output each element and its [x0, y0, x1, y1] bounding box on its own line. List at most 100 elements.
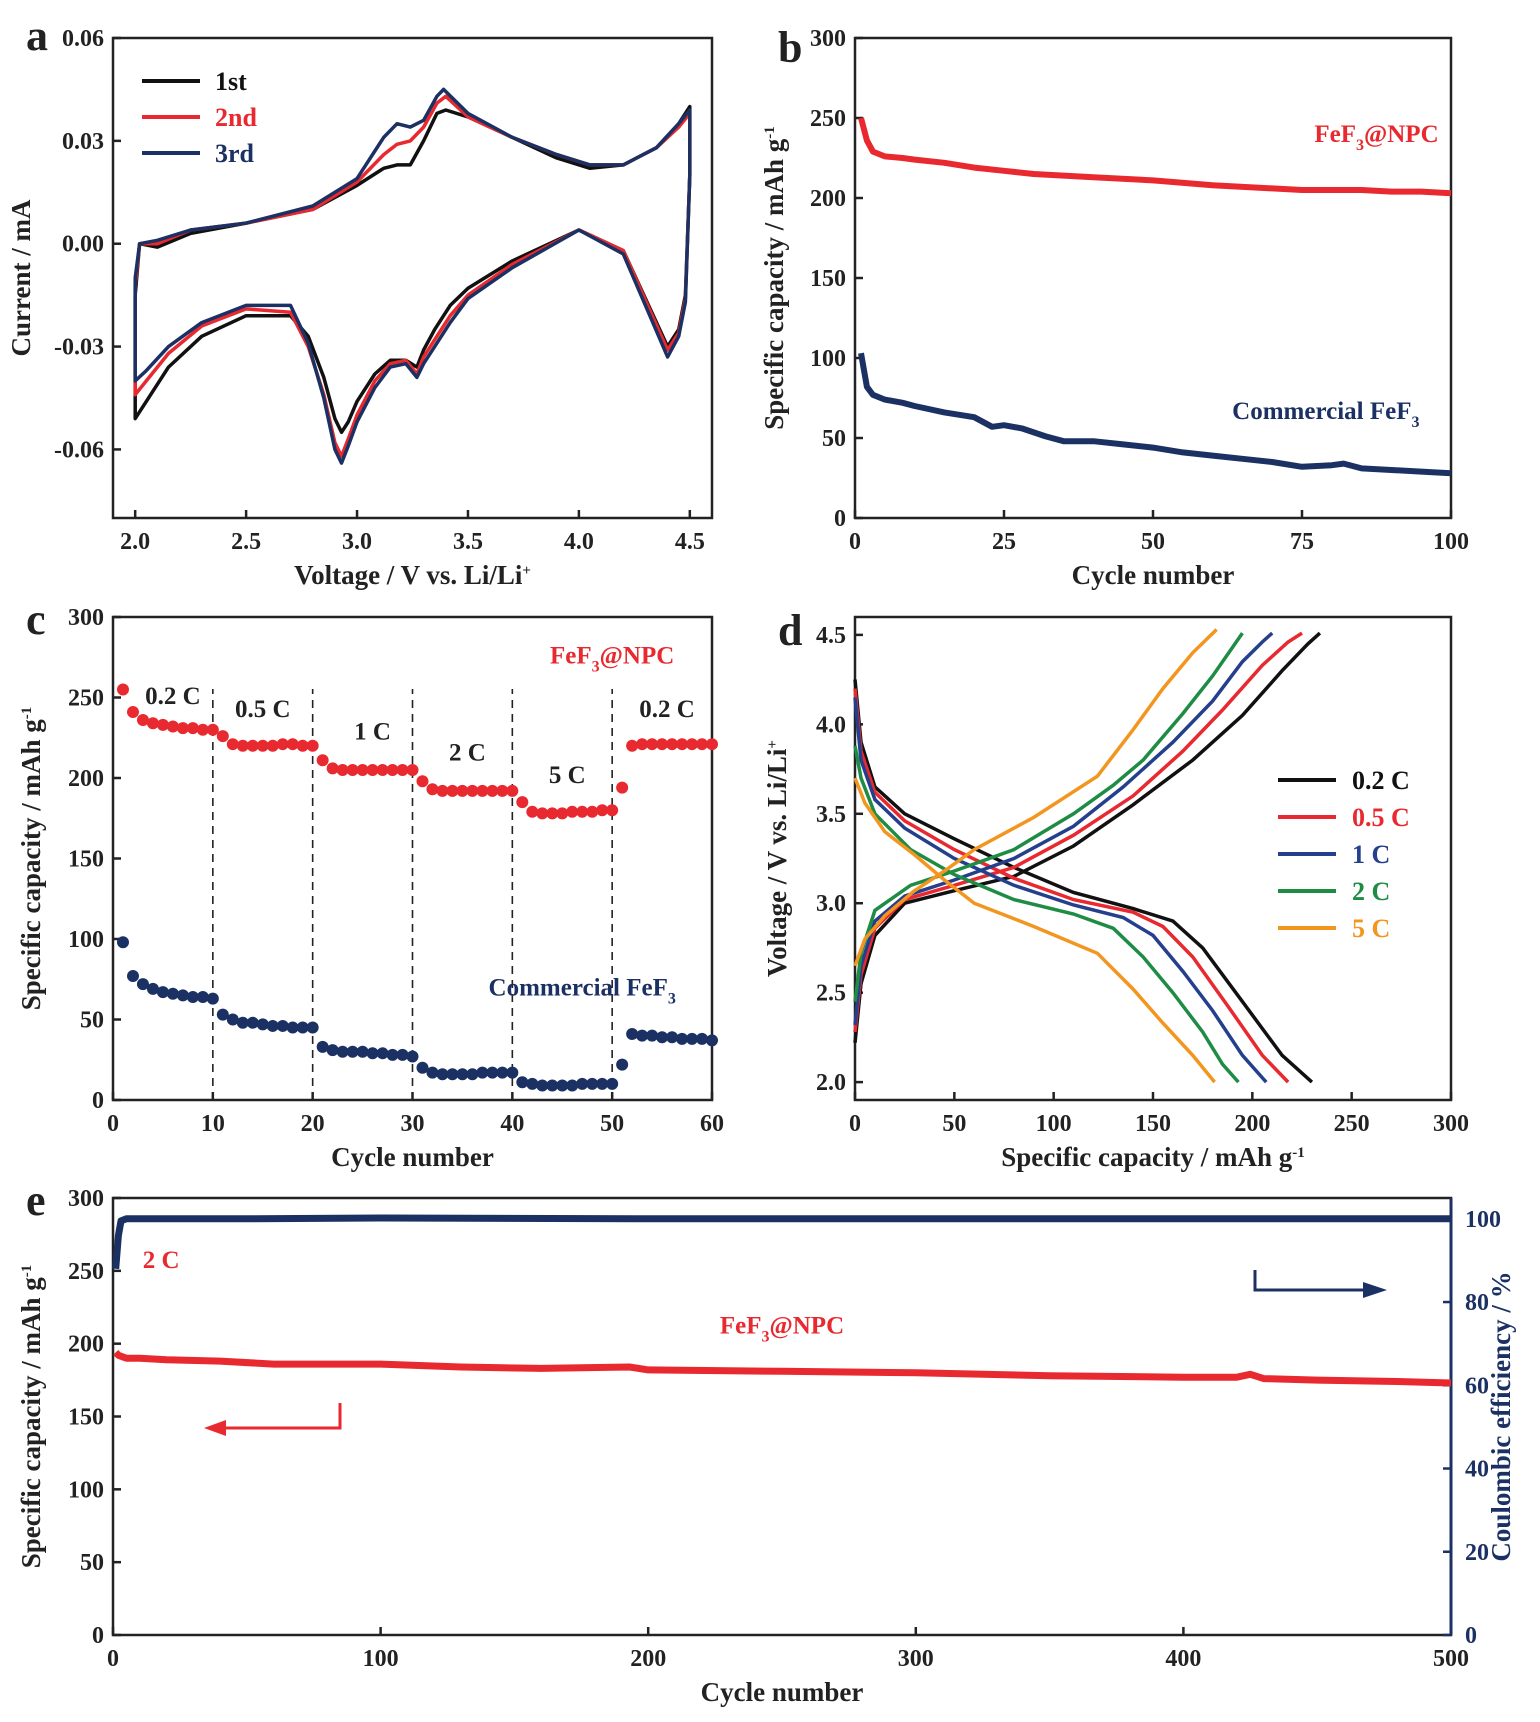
data-point — [406, 763, 419, 776]
y-tick-label: 50 — [80, 1550, 104, 1576]
y2-tick-label: 20 — [1465, 1540, 1489, 1566]
x-tick-label: 200 — [630, 1646, 666, 1672]
y-tick-label: 200 — [68, 766, 104, 792]
data-point — [136, 714, 149, 727]
data-point — [226, 738, 239, 751]
data-point — [706, 1034, 718, 1047]
x-tick-label: 300 — [898, 1646, 934, 1672]
discharge-curve — [853, 688, 1290, 1084]
legend-label: 1st — [215, 67, 247, 96]
data-point — [146, 982, 159, 995]
data-point — [196, 990, 209, 1003]
y-tick-label: 100 — [810, 346, 846, 372]
data-point — [266, 739, 279, 752]
data-point — [296, 1021, 309, 1034]
chart-panel-a: 2.0 2.5 3.0 3.5 4.0 4.5 -0.06 -0.03 0.00 0.03 0.06… — [6, 11, 714, 590]
y-tick-label: 4.0 — [816, 712, 846, 738]
y-tick-label: 0 — [92, 1623, 104, 1649]
y-tick-label: 2.0 — [816, 1070, 846, 1096]
data-point — [256, 739, 269, 752]
y-tick-label: 0 — [92, 1088, 104, 1114]
y-tick-label: 50 — [80, 1008, 104, 1034]
y-axis-title-text: Specific capacity / mAh g — [759, 138, 789, 429]
data-point — [526, 1077, 539, 1090]
y-tick-label: 200 — [810, 186, 846, 212]
x-tick-label: 200 — [1234, 1111, 1270, 1137]
data-point — [206, 723, 219, 736]
data-point — [116, 936, 129, 949]
x-tick-label: 50 — [1141, 529, 1165, 555]
y-tick-label: 300 — [68, 1186, 104, 1212]
x-tick-label: 2.0 — [120, 529, 150, 555]
x-tick-label: 4.5 — [675, 529, 705, 555]
data-point — [426, 1066, 439, 1079]
y2-tick-label: 80 — [1465, 1290, 1489, 1316]
data-point — [236, 1016, 249, 1029]
y-tick-label: 50 — [822, 426, 846, 452]
data-point — [216, 1008, 229, 1021]
data-point — [376, 1047, 389, 1060]
y-tick-label: 2.5 — [816, 981, 846, 1007]
legend-label: 3rd — [215, 139, 255, 168]
legend-label: 0.2 C — [1352, 766, 1410, 795]
data-point — [446, 1068, 459, 1081]
data-point — [296, 739, 309, 752]
data-point — [266, 1019, 279, 1032]
data-point — [646, 738, 659, 751]
data-point — [186, 722, 199, 735]
y-axis-title-text: Specific capacity / mAh g — [16, 1277, 46, 1568]
x-tick-label: 0 — [849, 529, 861, 555]
discharge-curve — [853, 697, 1268, 1084]
right-axis-arrow-line — [1253, 1270, 1365, 1292]
data-point — [536, 807, 549, 820]
data-point — [586, 1077, 599, 1090]
data-point — [216, 730, 229, 743]
y-axis-title: Specific capacity / mAh g-1 — [16, 707, 46, 1010]
rate-label: 0.2 C — [145, 683, 201, 710]
y-axis-title-text: Current / mA — [6, 199, 36, 356]
y-tick-label: 0 — [834, 506, 846, 532]
plot-frame — [111, 1196, 1453, 1637]
x-axis-title: Cycle number — [331, 1142, 494, 1172]
data-point — [286, 738, 299, 751]
data-point — [556, 807, 569, 820]
data-point — [546, 1079, 559, 1092]
data-point — [206, 992, 219, 1005]
annotation-suffix: @NPC — [600, 643, 675, 670]
data-point — [516, 1076, 529, 1089]
data-point — [466, 1068, 479, 1081]
annotation-text: Commercial FeF — [489, 974, 668, 1001]
chart-panel-b: 0 25 50 75 100 0 50 100 150 200 250 300 Cycle number… — [759, 23, 1469, 590]
data-point — [436, 784, 449, 797]
series-line-Commercial FeF3 — [858, 352, 1452, 477]
y-tick-label: 150 — [810, 266, 846, 292]
x-axis-title-text: Cycle number — [701, 1677, 864, 1707]
data-point — [686, 1032, 699, 1045]
data-point — [316, 754, 329, 767]
annotation-label: Commercial FeF3 — [1232, 398, 1419, 431]
data-point — [396, 763, 409, 776]
data-point — [606, 1077, 619, 1090]
data-point — [236, 739, 249, 752]
data-point — [186, 990, 199, 1003]
data-point — [526, 805, 539, 818]
annotation-subscript: 3 — [1412, 414, 1420, 431]
y-tick-label: 3.0 — [816, 891, 846, 917]
data-point — [156, 718, 169, 731]
right-axis-arrowhead — [1363, 1282, 1387, 1298]
x-axis-title-text: Specific capacity / mAh g — [1001, 1142, 1292, 1172]
x-axis-title-text: Cycle number — [331, 1142, 494, 1172]
y-axis-title: Specific capacity / mAh g-1 — [16, 1265, 46, 1568]
data-point — [636, 738, 649, 751]
data-point — [176, 722, 189, 735]
charge-curve — [853, 631, 1274, 1026]
data-point — [486, 784, 499, 797]
charge-curve — [853, 632, 1244, 1002]
data-point — [516, 796, 529, 809]
annotation-text: FeF — [550, 643, 592, 670]
panel-letter-a: a — [26, 11, 48, 60]
data-point — [346, 763, 359, 776]
y2-axis-title: Coulombic efficiency / % — [1486, 1271, 1516, 1561]
y-axis-title-superscript: -1 — [762, 126, 778, 139]
data-point — [586, 805, 599, 818]
